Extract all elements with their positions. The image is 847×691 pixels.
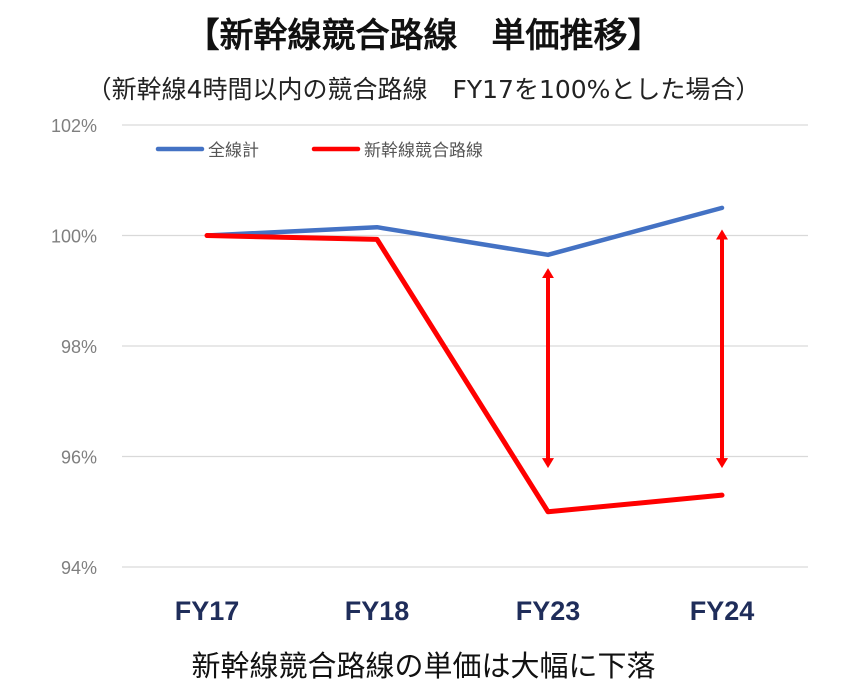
y-tick-label: 100% — [51, 227, 97, 247]
y-tick-label: 102% — [51, 116, 97, 136]
series-lines — [204, 205, 725, 515]
series-line-2 — [204, 233, 725, 515]
y-tick-label: 96% — [61, 448, 97, 468]
legend-label: 全線計 — [208, 141, 259, 161]
series-line-1 — [204, 205, 725, 258]
chart-subtitle: （新幹線4時間以内の競合路線 FY17を100%とした場合） — [86, 75, 761, 104]
legend-label: 新幹線競合路線 — [364, 140, 483, 161]
x-tick-label: FY17 — [175, 596, 240, 626]
x-tick-label: FY18 — [345, 596, 410, 626]
chart-title: 【新幹線競合路線 単価推移】 — [185, 16, 662, 56]
x-axis-ticks: FY17 FY18 FY23 FY24 — [175, 596, 755, 626]
x-tick-label: FY24 — [690, 596, 755, 626]
chart-caption: 新幹線競合路線の単価は大幅に下落 — [191, 649, 656, 683]
annotations — [542, 229, 728, 469]
x-tick-label: FY23 — [516, 596, 581, 626]
y-axis-ticks: 94% 96% 98% 100% 102% — [51, 116, 97, 578]
y-tick-label: 98% — [61, 337, 97, 357]
legend: 全線計 新幹線競合路線 — [155, 140, 483, 161]
gridlines — [122, 124, 808, 568]
y-tick-label: 94% — [61, 558, 97, 578]
